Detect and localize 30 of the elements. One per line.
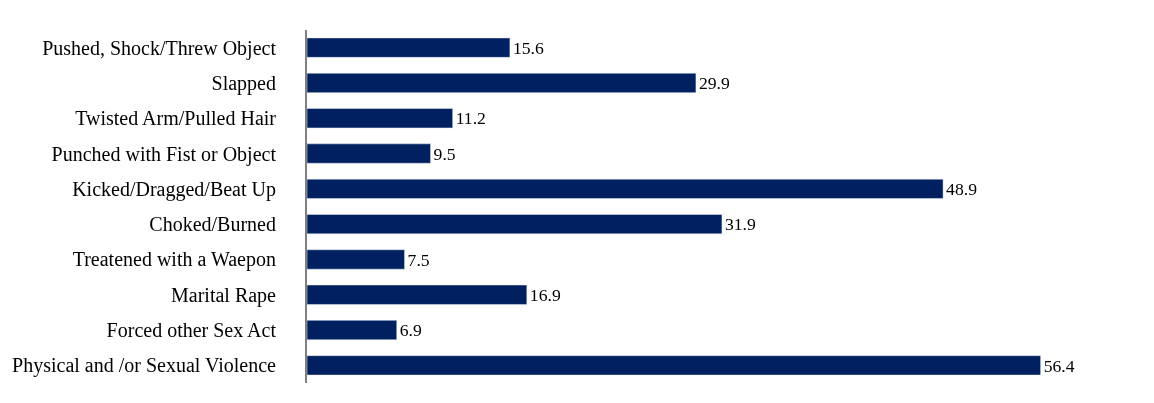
y-tick-label: Punched with Fist or Object — [51, 142, 277, 166]
bar — [307, 108, 453, 129]
bar — [307, 249, 405, 270]
y-tick-label: Forced other Sex Act — [106, 319, 277, 342]
bar — [307, 355, 1041, 376]
y-tick-label: Kicked/Dragged/Beat Up — [72, 177, 276, 201]
y-tick-label: Twisted Arm/Pulled Hair — [75, 107, 277, 130]
data-label: 11.2 — [455, 108, 486, 129]
data-label: 9.5 — [433, 143, 456, 164]
bar — [307, 320, 397, 341]
data-label: 15.6 — [512, 37, 544, 58]
data-label: 31.9 — [724, 214, 757, 235]
y-tick-label: Marital Rape — [171, 283, 277, 307]
y-tick-label: Choked/Burned — [149, 213, 276, 236]
bar — [307, 214, 723, 235]
data-label: 7.5 — [407, 249, 430, 270]
y-tick-label: Pushed, Shock/Threw Object — [42, 36, 277, 60]
bar — [307, 143, 431, 164]
data-label: 29.9 — [698, 73, 730, 94]
bar — [307, 284, 528, 305]
y-tick-label: Slapped — [211, 71, 276, 95]
data-label: 48.9 — [946, 179, 978, 200]
data-label: 6.9 — [399, 320, 422, 341]
y-tick-label: Treatened with a Waepon — [72, 248, 276, 272]
data-label: 56.4 — [1043, 355, 1075, 376]
bar — [307, 37, 511, 58]
bar — [307, 178, 944, 199]
y-tick-label: Physical and /or Sexual Violence — [12, 354, 277, 378]
bar — [307, 72, 697, 93]
data-label: 16.9 — [529, 284, 561, 305]
